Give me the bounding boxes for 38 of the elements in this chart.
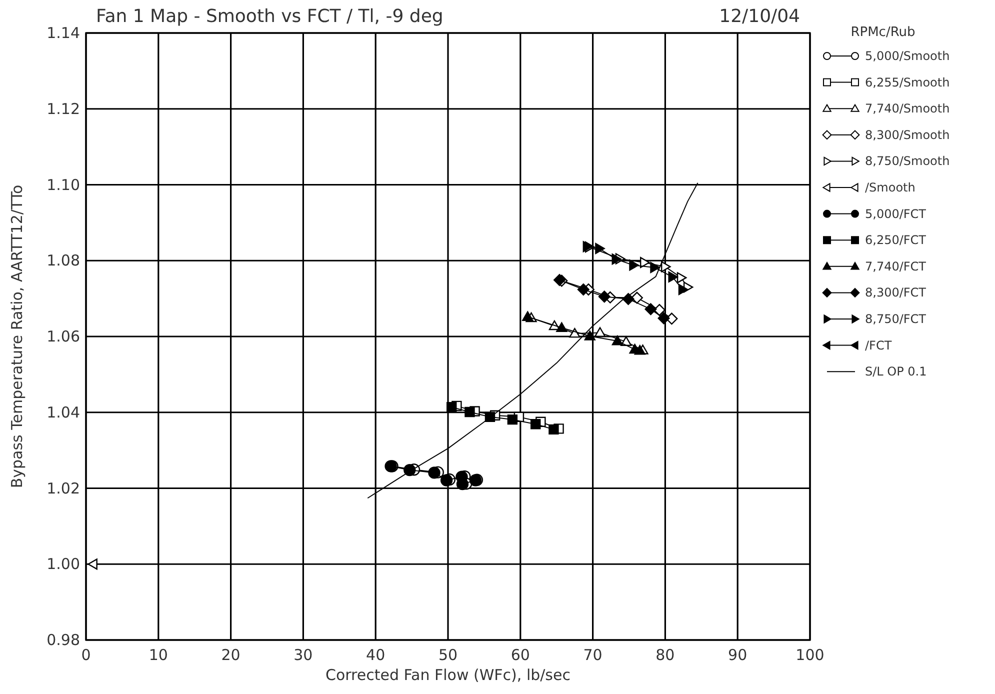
legend-label: S/L OP 0.1 [865,364,927,379]
x-tick-label: 70 [583,646,602,664]
legend-label: /Smooth [865,180,916,194]
legend-label: 8,750/Smooth [865,154,950,168]
legend-label: 5,000/Smooth [865,49,950,63]
x-axis-title: Corrected Fan Flow (WFc), lb/sec [326,666,570,684]
legend-label: 8,300/FCT [865,286,927,300]
legend-label: 5,000/FCT [865,206,927,221]
legend-label: 6,250/FCT [865,233,927,248]
y-axis-title: Bypass Temperature Ratio, AARTT12/TTo [8,184,26,488]
y-tick-label: 1.06 [46,328,80,346]
x-tick-label: 60 [510,646,530,664]
y-tick-label: 1.08 [46,252,80,270]
y-tick-label: 1.10 [46,176,80,194]
legend-label: 7,740/FCT [865,259,927,274]
legend-label: 8,300/Smooth [865,128,950,142]
legend-title: RPMc/Rub [850,25,916,40]
y-tick-label: 1.00 [46,555,80,574]
x-tick-label: 20 [221,646,240,664]
y-tick-label: 1.02 [46,479,80,498]
legend-label: 7,740/Smooth [865,102,950,116]
x-tick-label: 40 [366,646,386,664]
x-tick-label: 90 [728,646,748,664]
y-tick-label: 1.04 [46,403,80,422]
legend-label: 8,750/FCT [865,312,927,326]
chart-title: Fan 1 Map - Smooth vs FCT / Tl, -9 deg [96,6,444,27]
legend-label: 6,255/Smooth [865,75,950,90]
x-tick-label: 10 [148,646,168,664]
y-tick-label: 1.12 [46,100,80,118]
x-tick-label: 80 [656,646,675,664]
text: 12/10/04 [719,6,800,27]
x-tick-label: 50 [438,646,458,664]
legend-label: /FCT [865,338,892,352]
x-tick-label: 100 [796,646,824,664]
y-tick-label: 1.14 [46,24,80,42]
x-tick-label: 30 [294,646,313,664]
y-tick-label: 0.98 [46,631,80,649]
x-tick-label: 0 [81,646,91,664]
